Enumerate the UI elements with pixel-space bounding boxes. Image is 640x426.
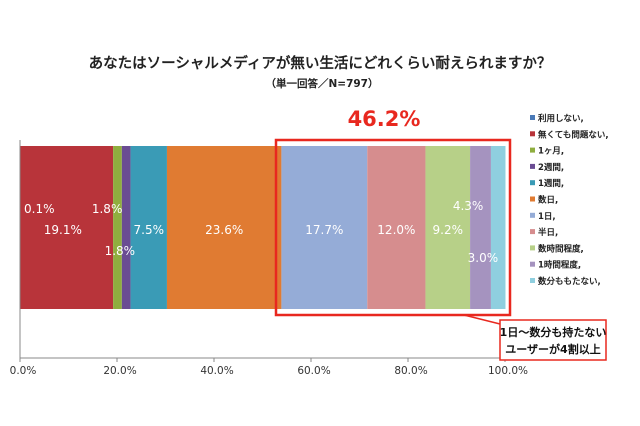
- legend-swatch-8: [530, 245, 535, 251]
- callout-box: [499, 319, 607, 361]
- bar-segment-2: [113, 146, 122, 309]
- legend-swatch-2: [530, 147, 535, 153]
- legend-swatch-0: [530, 115, 535, 120]
- legend-label-7: 半日,: [538, 227, 558, 238]
- x-tick-label-5: 100.0%: [488, 365, 528, 377]
- legend-swatch-7: [530, 229, 535, 235]
- data-label-2: 1.8%: [92, 202, 123, 216]
- legend-swatch-5: [530, 196, 535, 202]
- legend-swatch-4: [530, 180, 535, 186]
- legend-label-9: 1時間程度,: [538, 260, 581, 271]
- bar-segment-10: [490, 146, 506, 309]
- highlight-percentage: 46.2%: [348, 107, 421, 131]
- chart-subtitle: （単一回答／N=797）: [265, 77, 378, 90]
- callout-connector: [463, 314, 501, 325]
- legend-label-0: 利用しない,: [537, 113, 584, 124]
- x-tick-label-0: 0.0%: [10, 365, 37, 377]
- data-label-9: 4.3%: [453, 199, 484, 213]
- legend-label-10: 数分ももたない,: [538, 276, 601, 287]
- data-label-7: 12.0%: [377, 223, 415, 237]
- bar-group: [20, 146, 506, 309]
- data-label-10: 3.0%: [468, 251, 499, 265]
- bar-segment-4: [130, 146, 167, 309]
- x-tick-label-1: 20.0%: [103, 365, 136, 377]
- bar-segment-9: [470, 146, 491, 309]
- legend-swatch-10: [530, 278, 535, 283]
- bar-segment-5: [166, 146, 282, 309]
- highlight-box: [274, 138, 512, 317]
- chart-title: あなたはソーシャルメディアが無い生活にどれくらい耐えられますか？: [89, 54, 552, 72]
- data-label-4: 7.5%: [134, 223, 165, 237]
- legend-swatch-9: [530, 261, 535, 267]
- legend-label-8: 数時間程度,: [538, 243, 584, 254]
- legend-swatch-6: [530, 212, 535, 218]
- callout-line-2: ユーザーが4割以上: [505, 342, 600, 356]
- legend-label-5: 数日,: [538, 195, 558, 206]
- legend-swatch-3: [530, 163, 535, 169]
- bar-segment-3: [121, 146, 131, 309]
- x-tick-label-3: 60.0%: [297, 365, 330, 377]
- data-label-6: 17.7%: [305, 223, 343, 237]
- x-tick-label-4: 80.0%: [394, 365, 427, 377]
- data-label-8: 9.2%: [433, 223, 464, 237]
- x-axis: 0.0% 20.0% 40.0% 60.0% 80.0% 100.0%: [10, 140, 528, 377]
- callout-line-1: 1日～数分も持たない: [500, 325, 607, 339]
- data-label-3: 1.8%: [105, 244, 136, 258]
- x-tick-label-2: 40.0%: [200, 365, 233, 377]
- bar-segment-1: [20, 146, 114, 309]
- legend-label-6: 1日,: [538, 212, 556, 222]
- bar-segment-6: [281, 146, 368, 309]
- data-label-1: 19.1%: [44, 223, 82, 237]
- legend-label-4: 1週間,: [538, 179, 564, 189]
- bar-label-group: 0.1% 19.1% 1.8% 1.8% 7.5% 23.6% 17.7% 12.0% 9.2%…: [24, 199, 498, 265]
- legend-label-3: 2週間,: [538, 163, 564, 173]
- bar-segment-7: [367, 146, 426, 309]
- data-label-5: 23.6%: [205, 223, 243, 237]
- legend-label-2: 1ヶ月,: [538, 147, 564, 157]
- legend-label-1: 無くても問題ない,: [538, 129, 609, 140]
- data-label-0: 0.1%: [24, 202, 55, 216]
- legend: 利用しない, 無くても問題ない, 1ヶ月, 2週間, 1週間, 数日, 1日, 半日, 数時間程…: [530, 113, 609, 287]
- bar-segment-8: [425, 146, 471, 309]
- legend-swatch-1: [530, 131, 535, 137]
